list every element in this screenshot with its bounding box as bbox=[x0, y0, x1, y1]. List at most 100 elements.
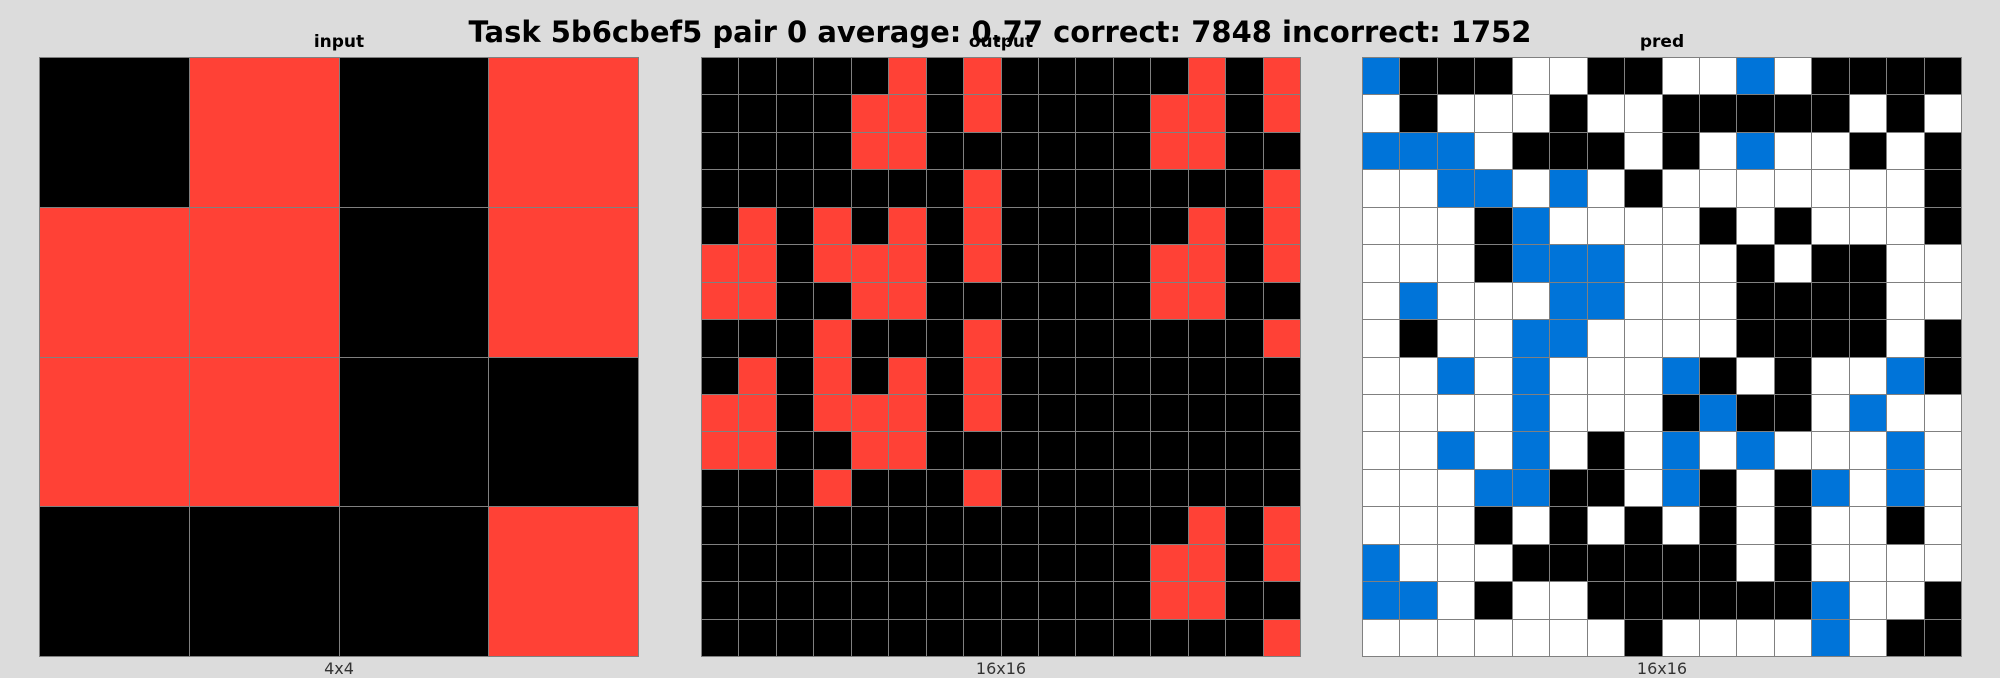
output-cell bbox=[1076, 544, 1113, 582]
output-cell bbox=[851, 282, 889, 320]
pred-cell bbox=[1924, 469, 1961, 507]
pred-cell bbox=[1437, 320, 1475, 357]
pred-cell bbox=[1849, 132, 1887, 170]
pred-cell bbox=[1512, 207, 1550, 245]
output-cell bbox=[1038, 394, 1076, 432]
output-cell bbox=[1076, 320, 1113, 357]
pred-cell bbox=[1924, 245, 1961, 282]
pred-cell bbox=[1887, 245, 1924, 282]
output-cell bbox=[1001, 432, 1038, 469]
pred-cell bbox=[1812, 507, 1849, 544]
pred-panel-title: pred bbox=[1639, 32, 1685, 52]
output-cell bbox=[1263, 207, 1300, 245]
pred-cell bbox=[1774, 320, 1812, 357]
pred-cell bbox=[1924, 357, 1961, 394]
output-cell bbox=[1076, 170, 1113, 207]
pred-cell bbox=[1812, 282, 1849, 320]
pred-cell bbox=[1662, 394, 1699, 432]
pred-cell bbox=[1437, 544, 1475, 582]
pred-cell bbox=[1587, 95, 1625, 132]
output-cell bbox=[1188, 207, 1226, 245]
pred-cell bbox=[1625, 619, 1662, 656]
output-cell bbox=[1226, 245, 1263, 282]
pred-cell bbox=[1437, 132, 1475, 170]
pred-cell bbox=[1587, 507, 1625, 544]
pred-cell bbox=[1363, 320, 1400, 357]
pred-cell bbox=[1550, 619, 1587, 656]
pred-cell bbox=[1849, 582, 1887, 619]
pred-cell bbox=[1587, 320, 1625, 357]
output-cell bbox=[1001, 58, 1038, 95]
output-cell bbox=[1113, 282, 1151, 320]
pred-cell bbox=[1625, 582, 1662, 619]
pred-cell bbox=[1550, 245, 1587, 282]
pred-cell bbox=[1812, 320, 1849, 357]
output-cell bbox=[1151, 245, 1188, 282]
output-cell bbox=[926, 282, 964, 320]
output-cell bbox=[702, 432, 739, 469]
output-cell bbox=[739, 394, 776, 432]
pred-cell bbox=[1512, 544, 1550, 582]
pred-cell bbox=[1887, 95, 1924, 132]
output-cell bbox=[926, 619, 964, 656]
input-panel-title: input bbox=[313, 32, 365, 52]
output-cell bbox=[776, 170, 814, 207]
output-cell bbox=[926, 170, 964, 207]
pred-cell bbox=[1363, 282, 1400, 320]
pred-cell bbox=[1437, 95, 1475, 132]
output-cell bbox=[1263, 507, 1300, 544]
pred-cell bbox=[1400, 394, 1437, 432]
output-cell bbox=[1188, 432, 1226, 469]
output-cell bbox=[814, 320, 851, 357]
pred-cell bbox=[1363, 394, 1400, 432]
output-cell bbox=[1263, 469, 1300, 507]
pred-cell bbox=[1774, 207, 1812, 245]
pred-cell bbox=[1887, 544, 1924, 582]
output-cell bbox=[814, 95, 851, 132]
output-cell bbox=[926, 320, 964, 357]
pred-cell bbox=[1662, 582, 1699, 619]
output-cell bbox=[889, 619, 926, 656]
pred-cell bbox=[1774, 245, 1812, 282]
pred-cell bbox=[1437, 394, 1475, 432]
input-cell bbox=[40, 207, 189, 357]
input-cell bbox=[489, 58, 638, 207]
output-cell bbox=[1001, 357, 1038, 394]
pred-cell bbox=[1437, 170, 1475, 207]
input-grid bbox=[39, 57, 639, 657]
output-cell bbox=[739, 320, 776, 357]
pred-cell bbox=[1699, 58, 1737, 95]
pred-cell bbox=[1737, 394, 1774, 432]
pred-cell bbox=[1512, 170, 1550, 207]
pred-cell bbox=[1400, 170, 1437, 207]
pred-cell bbox=[1625, 132, 1662, 170]
pred-cell bbox=[1699, 132, 1737, 170]
output-cell bbox=[1113, 432, 1151, 469]
output-cell bbox=[739, 245, 776, 282]
pred-cell bbox=[1363, 619, 1400, 656]
pred-cell bbox=[1437, 432, 1475, 469]
output-cell bbox=[964, 544, 1001, 582]
pred-cell bbox=[1587, 282, 1625, 320]
pred-cell bbox=[1662, 357, 1699, 394]
output-cell bbox=[1076, 207, 1113, 245]
output-cell bbox=[1038, 469, 1076, 507]
pred-cell bbox=[1625, 432, 1662, 469]
output-cell bbox=[1151, 207, 1188, 245]
pred-cell bbox=[1587, 394, 1625, 432]
pred-cell bbox=[1437, 282, 1475, 320]
pred-cell bbox=[1662, 170, 1699, 207]
output-cell bbox=[739, 170, 776, 207]
output-cell bbox=[964, 469, 1001, 507]
pred-cell bbox=[1887, 394, 1924, 432]
output-cell bbox=[1001, 170, 1038, 207]
output-cell bbox=[1113, 58, 1151, 95]
pred-cell bbox=[1737, 95, 1774, 132]
output-cell bbox=[1113, 507, 1151, 544]
pred-cell bbox=[1887, 58, 1924, 95]
pred-cell bbox=[1849, 282, 1887, 320]
pred-cell bbox=[1662, 132, 1699, 170]
pred-cell bbox=[1625, 170, 1662, 207]
output-cell bbox=[1151, 432, 1188, 469]
pred-cell bbox=[1550, 394, 1587, 432]
